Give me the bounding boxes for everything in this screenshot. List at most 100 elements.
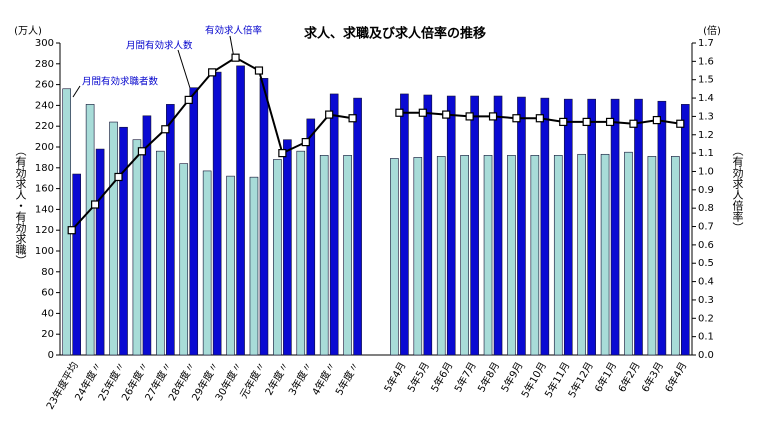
ratio-marker	[442, 110, 451, 119]
bar	[119, 126, 128, 356]
ratio-marker	[114, 172, 123, 182]
bar	[577, 153, 586, 356]
bar	[259, 78, 269, 356]
leader-line	[177, 49, 191, 89]
bar	[142, 115, 152, 356]
bar	[189, 87, 199, 356]
bar	[283, 139, 292, 356]
annotation: 月間有効求人数	[126, 40, 193, 52]
ratio-marker	[348, 114, 357, 123]
ratio-marker	[488, 112, 498, 121]
ratio-marker	[605, 117, 615, 127]
bar	[343, 155, 352, 356]
bar	[483, 155, 493, 356]
ratio-marker	[91, 200, 100, 209]
x-tick-label: 23年度平均	[43, 360, 81, 412]
y-tick-label: 220	[35, 121, 54, 132]
bar	[470, 95, 479, 356]
y2-tick-label: 1.4	[698, 93, 714, 104]
ratio-marker	[137, 147, 147, 156]
bar	[329, 93, 339, 356]
y-tick-label: 0	[48, 350, 54, 361]
y2-tick-label: 1.0	[698, 166, 714, 177]
annotation: 有効求人倍率	[205, 25, 263, 37]
bar	[610, 98, 620, 356]
bar	[202, 170, 212, 356]
bar	[156, 150, 165, 356]
y2-unit: (倍)	[703, 24, 721, 37]
y-axis-label: （有効求人・有効求職）	[14, 145, 27, 266]
x-tick-label: 5年9月	[498, 360, 526, 395]
ratio-marker	[559, 117, 568, 127]
bar	[634, 98, 643, 356]
bar	[413, 157, 423, 356]
bar	[587, 98, 596, 356]
chart-title: 求人、求職及び求人倍率の推移	[304, 26, 486, 42]
ratio-marker	[231, 53, 240, 62]
y-tick-label: 300	[35, 38, 54, 49]
y-tick-label: 100	[35, 246, 54, 257]
y2-tick-label: 0.5	[698, 258, 714, 269]
x-tick-label: 5年7月	[451, 360, 479, 395]
bar	[460, 155, 469, 356]
ratio-marker	[535, 114, 544, 123]
y2-tick-label: 0.3	[698, 295, 714, 306]
bar	[236, 65, 245, 356]
x-tick-label: 5年8月	[475, 360, 503, 395]
ratio-marker	[254, 66, 264, 75]
y-tick-label: 180	[35, 163, 54, 174]
annotation: 月間有効求職者数	[82, 76, 159, 88]
y2-tick-label: 1.6	[698, 56, 714, 67]
y2-tick-label: 0.0	[698, 350, 714, 361]
bar	[436, 156, 446, 356]
bar	[226, 175, 235, 356]
bar	[423, 94, 433, 356]
y2-tick-label: 1.3	[698, 111, 714, 122]
y2-tick-label: 0.2	[698, 313, 714, 324]
ratio-marker	[395, 108, 404, 117]
bar	[517, 96, 526, 356]
y2-tick-label: 1.7	[698, 38, 714, 49]
ratio-marker	[676, 119, 685, 128]
bar	[85, 104, 95, 356]
bar	[95, 148, 105, 356]
ratio-marker	[278, 149, 287, 158]
ratio-marker	[301, 138, 310, 147]
y-tick-label: 200	[35, 142, 54, 153]
bar	[647, 156, 657, 356]
ratio-marker	[325, 110, 334, 119]
x-tick-label: 6年1月	[592, 360, 620, 395]
ratio-marker	[629, 119, 638, 128]
y-tick-label: 280	[35, 59, 54, 70]
bar	[166, 104, 175, 356]
y-unit: (万人)	[14, 25, 42, 37]
bar	[109, 121, 118, 356]
y2-tick-label: 0.8	[698, 203, 714, 214]
bar	[132, 139, 142, 356]
bar	[530, 155, 540, 356]
bar	[657, 100, 667, 356]
bar	[553, 155, 563, 356]
y2-tick-label: 1.5	[698, 75, 714, 86]
y2-tick-label: 0.9	[698, 185, 714, 196]
bar	[624, 151, 633, 356]
x-tick-label: 5年6月	[428, 360, 456, 395]
bar	[249, 176, 259, 356]
x-tick-label: 6年3月	[638, 360, 666, 395]
y-tick-label: 260	[35, 80, 54, 91]
y-tick-label: 20	[41, 329, 54, 340]
ratio-marker	[67, 226, 76, 235]
y2-tick-label: 0.4	[698, 277, 714, 288]
bar	[306, 118, 316, 356]
bar	[400, 93, 409, 356]
bar	[507, 155, 516, 356]
y2-tick-label: 0.7	[698, 222, 714, 233]
y-tick-label: 80	[41, 267, 54, 278]
bar	[179, 163, 189, 356]
ratio-marker	[161, 125, 170, 134]
bar	[353, 97, 362, 356]
ratio-marker	[418, 108, 427, 117]
bar	[670, 156, 680, 356]
y-tick-label: 120	[35, 225, 54, 236]
